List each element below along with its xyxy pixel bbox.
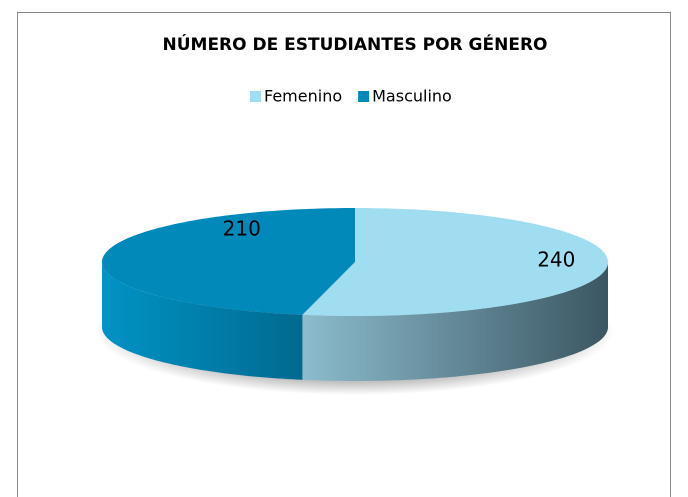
data-label: 240 — [537, 248, 575, 272]
legend-swatch — [358, 91, 370, 102]
pie-slice-side — [102, 262, 303, 380]
pie-slice — [102, 208, 355, 315]
chart-title: NÚMERO DE ESTUDIANTES POR GÉNERO — [163, 33, 548, 55]
data-label: 210 — [223, 216, 261, 240]
legend-label: Masculino — [372, 87, 452, 106]
pie-slice — [302, 208, 608, 316]
legend-swatch — [250, 91, 261, 102]
legend-label: Femenino — [264, 87, 342, 106]
pie-slice-side — [302, 262, 608, 381]
